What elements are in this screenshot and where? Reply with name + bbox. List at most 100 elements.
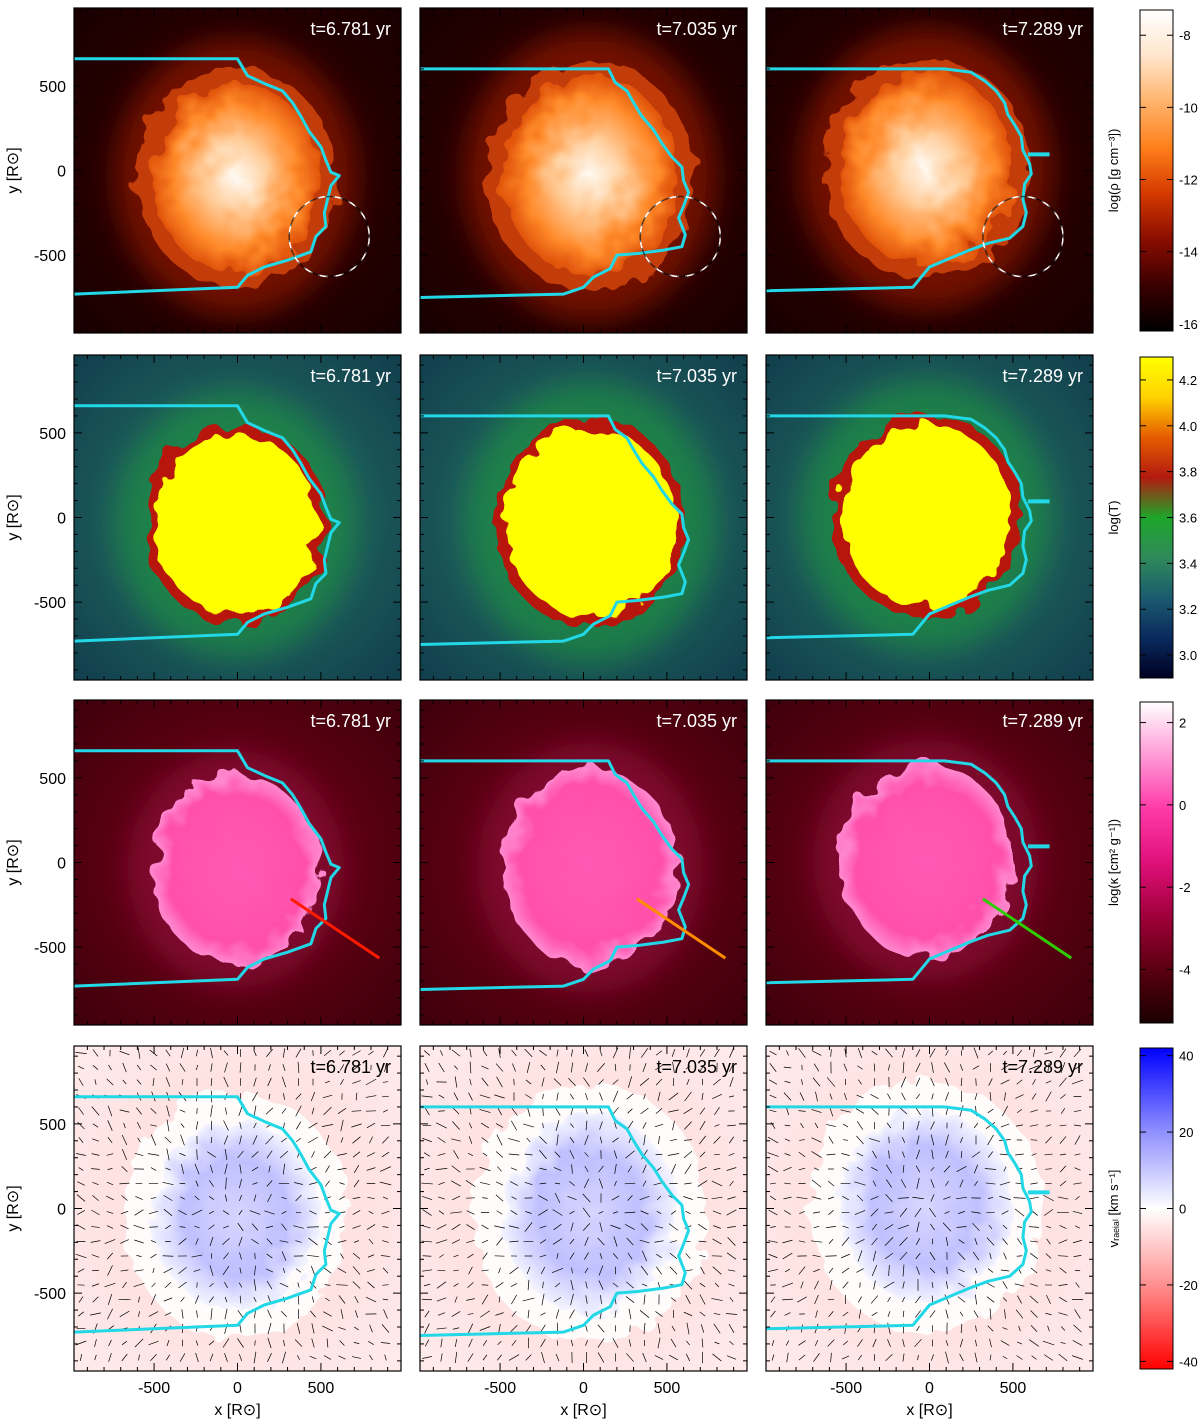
colorbar-tick-label: -16 <box>1179 317 1198 332</box>
colorbar-4: 40 20 0 -20 -40 vᵣₐₑᵢₐₗ [km s⁻¹] <box>1106 1047 1198 1370</box>
time-label: t=7.289 yr <box>1002 711 1083 731</box>
y-tick-label: 500 <box>39 79 66 96</box>
boundary-curve <box>74 1095 341 1334</box>
y-tick-label: 0 <box>57 164 66 181</box>
boundary-curve <box>766 1105 1033 1331</box>
time-label: t=7.289 yr <box>1002 1057 1083 1077</box>
panel-r4-c1: t=6.781 yr 500 0 -500 y [R⊙] -500 0 500 x [R⊙] <box>5 1045 402 1419</box>
time-label: t=7.035 yr <box>656 711 737 731</box>
colorbar-tick-label: 3.2 <box>1179 602 1197 617</box>
colorbar-tick-label: -12 <box>1179 173 1198 188</box>
x-tick-label: 0 <box>925 1380 934 1397</box>
y-tick-label: -500 <box>34 940 66 957</box>
panel-r4-c3: t=7.289 yr -500 0 500 x [R⊙] <box>765 1045 1094 1419</box>
boundary-curve <box>766 759 1033 985</box>
y-axis-label: y [R⊙] <box>5 494 22 540</box>
time-label: t=7.035 yr <box>656 1057 737 1077</box>
colorbar-tick-label: -8 <box>1179 28 1191 43</box>
colorbar-tick-label: -14 <box>1179 245 1198 260</box>
y-tick-label: 500 <box>39 771 66 788</box>
colorbar-3: 2 0 -2 -4 log(κ [cm² g⁻¹]) <box>1106 701 1191 1024</box>
boundary-curve <box>74 404 341 643</box>
stellar-envelope <box>152 82 320 273</box>
y-tick-label: 500 <box>39 426 66 443</box>
opaque-core <box>839 764 1013 958</box>
profile-ray <box>636 897 727 960</box>
colorbar-tick-label: 3.0 <box>1179 648 1197 663</box>
x-tick-label: -500 <box>830 1380 862 1397</box>
x-axis-label: x [R⊙] <box>214 1402 260 1419</box>
stellar-envelope <box>503 75 677 276</box>
profile-ray <box>982 897 1073 960</box>
colorbar-tick-label: -2 <box>1179 880 1191 895</box>
x-tick-label: 0 <box>233 1380 242 1397</box>
time-label: t=6.781 yr <box>310 19 391 39</box>
y-axis-label: y [R⊙] <box>5 839 22 885</box>
panel-r1-c1: t=6.781 yr 500 0 -500 y [R⊙] <box>5 7 402 334</box>
x-axis-label: x [R⊙] <box>560 1402 606 1419</box>
panel-r3-c2: t=7.035 yr <box>419 699 748 1026</box>
colorbar-2: 4.2 4.0 3.8 3.6 3.4 3.2 3.0 log(T) <box>1106 356 1197 679</box>
time-label: t=6.781 yr <box>310 366 391 386</box>
opaque-core <box>503 767 677 968</box>
x-tick-label: -500 <box>484 1380 516 1397</box>
panel-r2-c2: t=7.035 yr <box>419 354 748 681</box>
colorbar-scale <box>1139 9 1174 332</box>
panel-r1-c2: t=7.035 yr <box>419 7 748 334</box>
stellar-envelope <box>839 72 1013 266</box>
y-axis-label: y [R⊙] <box>5 147 22 193</box>
colorbar-tick-label: -40 <box>1179 1354 1198 1369</box>
time-label: t=6.781 yr <box>310 711 391 731</box>
colorbar-tick-label: 40 <box>1179 1049 1193 1064</box>
x-tick-label: 500 <box>308 1380 335 1397</box>
y-tick-label: -500 <box>34 1286 66 1303</box>
x-tick-label: -500 <box>138 1380 170 1397</box>
y-tick-label: 500 <box>39 1117 66 1134</box>
velocity-field <box>503 1113 677 1314</box>
colorbar-label: log(T) <box>1106 501 1121 535</box>
boundary-curve <box>420 414 691 646</box>
colorbar-tick-label: -20 <box>1179 1278 1198 1293</box>
colorbar-tick-label: 20 <box>1179 1125 1193 1140</box>
colorbar-label: log(ρ [g cm⁻³]) <box>1106 129 1121 213</box>
colorbar-label: log(κ [cm² g⁻¹]) <box>1106 819 1121 906</box>
y-tick-label: 0 <box>57 511 66 528</box>
y-tick-label: 0 <box>57 856 66 873</box>
velocity-field <box>152 1120 320 1311</box>
colorbar-tick-label: 4.0 <box>1179 419 1197 434</box>
colorbar-tick-label: 3.4 <box>1179 556 1197 571</box>
colorbar-tick-label: 3.8 <box>1179 465 1197 480</box>
boundary-curve <box>420 1105 691 1337</box>
time-label: t=7.035 yr <box>656 366 737 386</box>
colorbar-tick-label: -10 <box>1179 100 1198 115</box>
colorbar-tick-label: -4 <box>1179 963 1191 978</box>
colorbar-label: vᵣₐₑᵢₐₗ [km s⁻¹] <box>1106 1170 1121 1248</box>
opaque-core <box>152 774 320 965</box>
time-label: t=7.289 yr <box>1002 366 1083 386</box>
panel-r2-c1: t=6.781 yr 500 0 -500 y [R⊙] <box>5 354 402 681</box>
colorbar-scale <box>1139 701 1174 1024</box>
hot-core <box>841 424 1012 608</box>
velocity-arrows <box>75 1047 392 1364</box>
x-tick-label: 500 <box>1000 1380 1027 1397</box>
colorbar-tick-label: 4.2 <box>1179 373 1197 388</box>
x-axis-label: x [R⊙] <box>906 1402 952 1419</box>
y-tick-label: -500 <box>34 595 66 612</box>
panel-r1-c3: t=7.289 yr <box>765 7 1094 334</box>
boundary-curve <box>420 67 691 299</box>
time-label: t=7.289 yr <box>1002 19 1083 39</box>
colorbar-tick-label: 2 <box>1179 716 1186 731</box>
y-tick-label: 0 <box>57 1202 66 1219</box>
profile-ray <box>290 897 381 960</box>
hot-core <box>505 427 676 618</box>
colorbar-tick-label: 3.6 <box>1179 511 1197 526</box>
time-label: t=6.781 yr <box>310 1057 391 1077</box>
colorbar-tick-label: 0 <box>1179 1202 1186 1217</box>
panel-r4-c2: t=7.035 yr -500 0 500 x [R⊙] <box>419 1045 748 1419</box>
panel-r2-c3: t=7.289 yr <box>765 354 1094 681</box>
x-tick-label: 500 <box>654 1380 681 1397</box>
velocity-field <box>839 1110 1013 1304</box>
boundary-curve <box>420 759 691 991</box>
boundary-curve <box>74 749 341 988</box>
